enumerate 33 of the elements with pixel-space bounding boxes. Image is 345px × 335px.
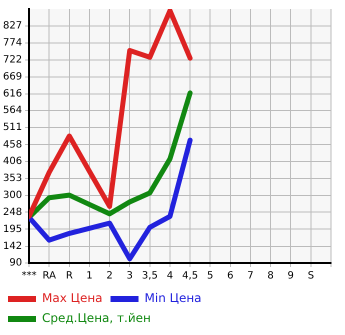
x-tick-label: *** — [22, 270, 37, 282]
x-tick-label: 7 — [247, 270, 254, 282]
x-tick-label: 6 — [227, 270, 234, 282]
legend-label: Min Цена — [144, 291, 202, 306]
y-tick-label: 669 — [2, 71, 22, 82]
y-tick-label: 458 — [2, 139, 22, 150]
x-tick-label: 8 — [267, 270, 274, 282]
y-tick-label: 90 — [9, 258, 22, 269]
y-tick-label: 827 — [2, 20, 22, 32]
y-tick-label: 616 — [2, 88, 22, 100]
y-tick-label: 195 — [2, 224, 22, 235]
y-tick-label: 564 — [2, 105, 22, 116]
x-tick-label: 3,5 — [142, 270, 158, 282]
y-tick-label: 511 — [2, 122, 22, 134]
x-tick-label: 4,5 — [182, 270, 198, 282]
y-tick-label: 300 — [2, 190, 22, 202]
y-tick-label: 774 — [2, 38, 22, 49]
x-tick-label: 5 — [207, 270, 214, 282]
legend-label: Сред.Цена, т.йен — [42, 311, 151, 326]
x-tick-label: 3 — [126, 270, 133, 282]
x-tick-label: 9 — [288, 270, 294, 282]
y-tick-label: 353 — [2, 173, 22, 184]
x-tick-label: 2 — [106, 270, 113, 282]
y-tick-label: 722 — [2, 54, 22, 66]
y-tick-label: 248 — [2, 206, 22, 218]
x-tick-label: RA — [42, 270, 56, 282]
legend-label: Max Цена — [42, 291, 103, 306]
x-tick-label: S — [308, 270, 314, 282]
y-tick-label: 406 — [2, 156, 22, 167]
y-tick-label: 142 — [2, 240, 22, 252]
x-tick-label: 1 — [86, 270, 93, 282]
x-tick-label: 4 — [166, 270, 174, 282]
x-tick-label: R — [66, 270, 73, 282]
